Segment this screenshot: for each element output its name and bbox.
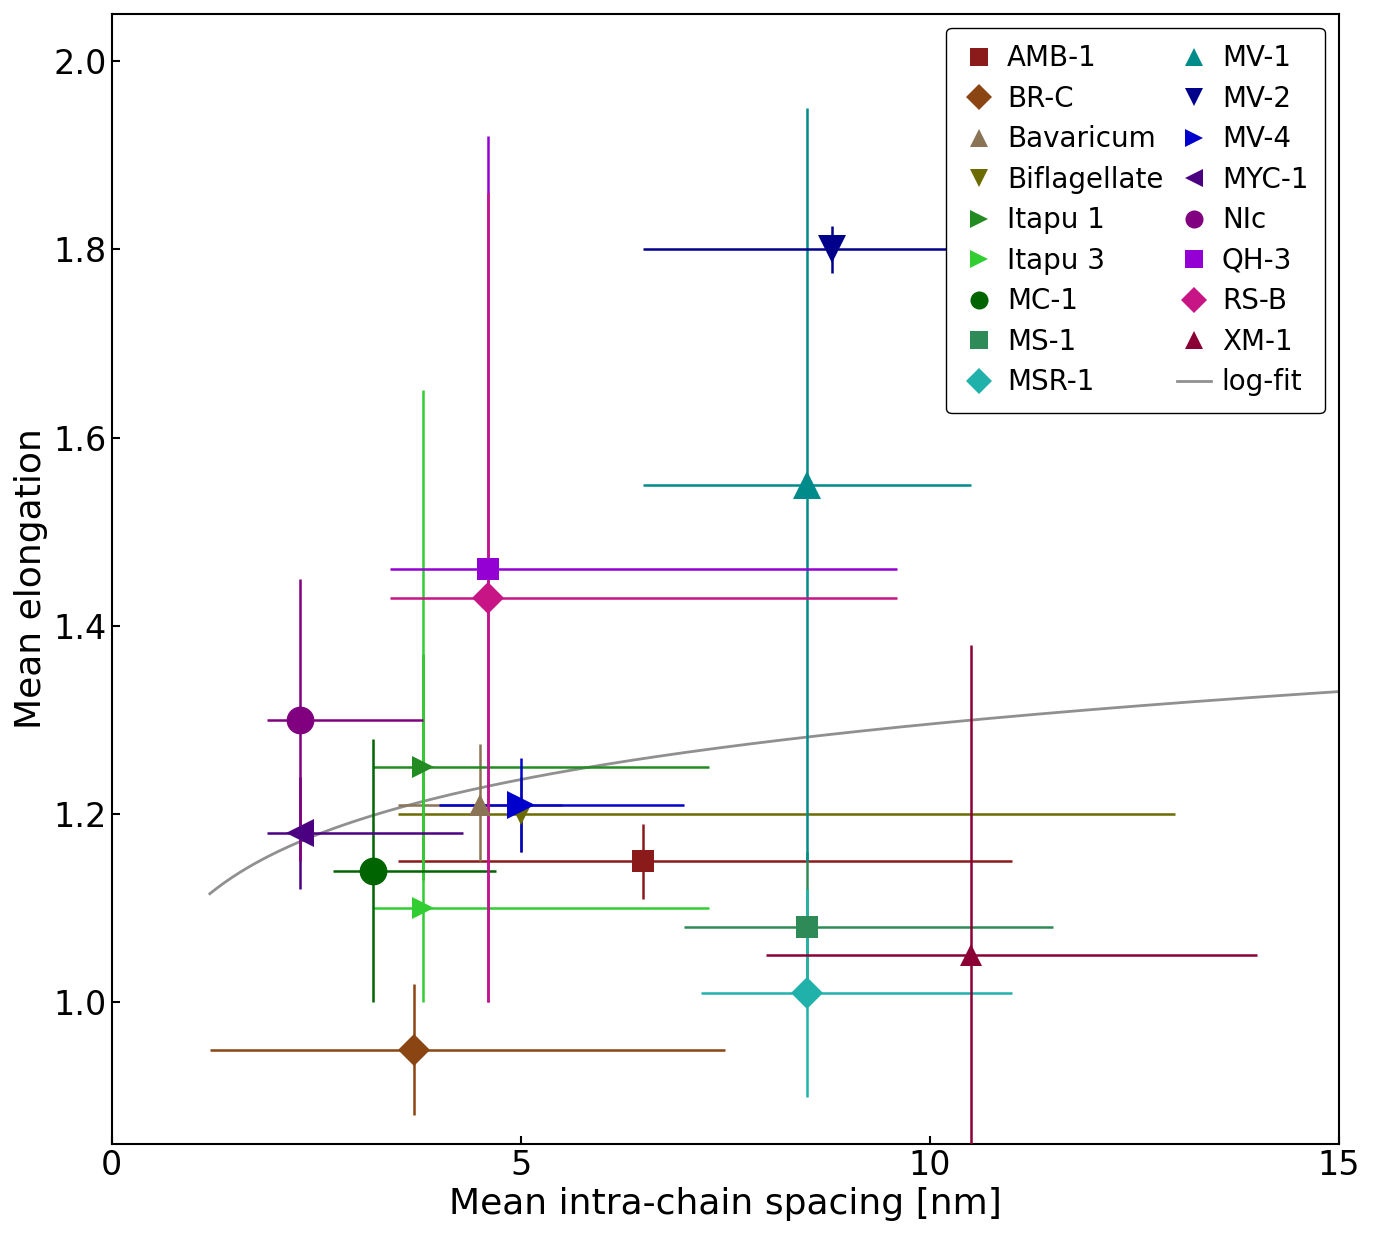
Legend: AMB-1, BR-C, Bavaricum, Biflagellate, Itapu 1, Itapu 3, MC-1, MS-1, MSR-1, MV-1,: AMB-1, BR-C, Bavaricum, Biflagellate, It… bbox=[945, 27, 1325, 414]
Y-axis label: Mean elongation: Mean elongation bbox=[14, 429, 48, 729]
X-axis label: Mean intra-chain spacing [nm]: Mean intra-chain spacing [nm] bbox=[449, 1187, 1002, 1221]
